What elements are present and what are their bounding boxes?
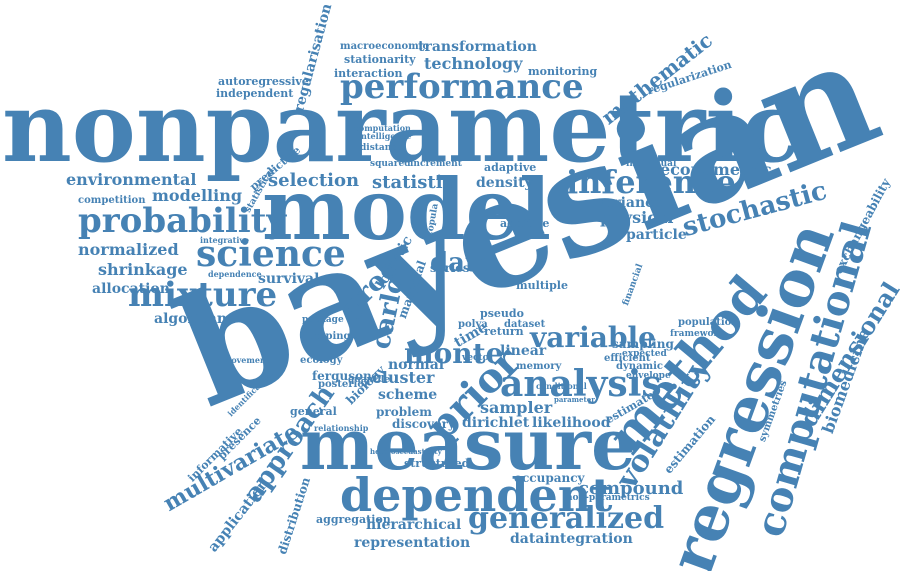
word: dependence (208, 269, 262, 279)
word: aggregation (316, 513, 391, 526)
word: nonparametric (2, 71, 801, 184)
word: polya (458, 319, 488, 330)
word: performance (340, 67, 584, 107)
word: pseudo (480, 307, 524, 320)
word: distribution (275, 475, 314, 557)
word: memory (516, 361, 562, 372)
word: generalized (468, 501, 665, 536)
word: variable (530, 321, 656, 354)
word: squared (370, 159, 411, 169)
word: additive (500, 217, 550, 230)
word: dirichlet (462, 415, 530, 431)
word: non-parametrics (566, 493, 650, 503)
word: ferguson (312, 369, 372, 383)
word: return (484, 325, 524, 338)
word: hierarchical (366, 517, 462, 533)
word: scheme (378, 387, 438, 403)
word: interaction (334, 67, 403, 80)
word: shrinkage (98, 260, 188, 279)
word: transformation (418, 39, 537, 55)
word: increment (410, 159, 462, 169)
word: analysis (500, 363, 662, 405)
word: intelligence (358, 131, 412, 141)
word: relationship (314, 423, 369, 433)
word: efficient (604, 353, 651, 364)
word: posterior (318, 379, 370, 390)
word: dataset (504, 319, 546, 330)
word: allocation (92, 281, 170, 297)
word: dependent (340, 468, 613, 522)
word: compound (578, 478, 684, 499)
word: discovery (392, 417, 455, 431)
word: modelling (152, 186, 243, 205)
word: econometric (660, 160, 772, 179)
word: problem (376, 405, 432, 419)
word: probability (78, 201, 287, 241)
word: dataintegration (510, 531, 633, 547)
word: occupancy (514, 471, 585, 485)
word: vector (462, 353, 494, 363)
word: adaptive (484, 161, 537, 174)
word: conditional (536, 381, 587, 391)
word: jumping (304, 331, 351, 342)
word: model (262, 160, 551, 259)
word: physical (600, 208, 674, 227)
word: environmental (66, 170, 197, 189)
word: variance (596, 195, 663, 211)
word: data (430, 248, 494, 278)
word: multiple (516, 279, 568, 292)
word: mixture (128, 275, 278, 315)
word: sampling (612, 337, 674, 351)
word: science (196, 233, 346, 275)
word: envelope (626, 371, 671, 381)
word: monte (404, 337, 504, 370)
word: particle (626, 227, 687, 243)
word: structured (404, 457, 470, 470)
word: cluster (372, 368, 435, 387)
word: survival (258, 271, 320, 287)
word: independent (216, 87, 294, 100)
word: representation (354, 535, 471, 551)
word: package (302, 315, 344, 325)
word: quantile (348, 375, 390, 385)
word: normalized (78, 240, 179, 259)
word: selection (268, 170, 360, 191)
word: sampler (480, 398, 553, 417)
word: parameter (554, 395, 595, 404)
word: population (678, 317, 739, 328)
word: statistic (372, 172, 454, 193)
word: likelihood (532, 415, 611, 431)
word: measure (300, 403, 636, 486)
word: general (290, 405, 337, 418)
word: monitoring (528, 65, 598, 78)
word: competition (78, 195, 146, 206)
word: stationarity (344, 53, 416, 66)
word: improvement (210, 355, 270, 365)
word: heteroscedasticity (370, 447, 442, 456)
word: algorithm (154, 311, 232, 327)
word: macroeconomic (340, 41, 429, 52)
word: density (476, 175, 533, 191)
word: dynamic (616, 361, 664, 372)
word: framework (670, 329, 725, 339)
word: computation (354, 123, 411, 133)
word: ecology (300, 355, 343, 366)
word: autoregressive (218, 75, 309, 88)
word: normal (388, 357, 445, 373)
word: technology (424, 54, 523, 73)
word: series (430, 261, 470, 275)
word: inference (566, 163, 736, 201)
word: integrative (200, 235, 250, 245)
word: expected (622, 349, 667, 359)
word: linear (500, 343, 547, 359)
word: distance (360, 143, 403, 153)
word: individual (626, 159, 677, 169)
